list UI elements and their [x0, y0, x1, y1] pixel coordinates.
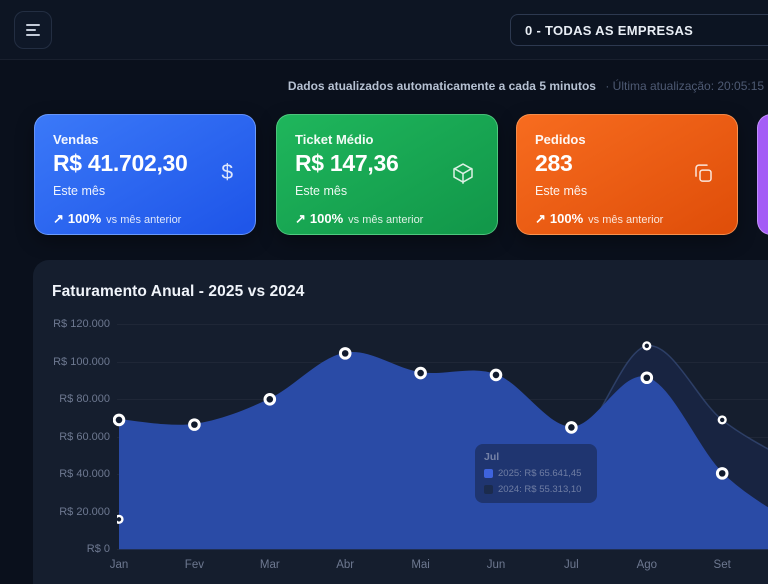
area-chart-plot[interactable] [113, 310, 768, 554]
card-trend: ↗ 100% vs mês anterior [295, 211, 479, 227]
tooltip-month: Jul [484, 451, 500, 463]
company-selector[interactable]: 0 - TODAS AS EMPRESAS [510, 14, 768, 46]
trend-label: vs mês anterior [588, 214, 664, 226]
card-value: R$ 41.702,30 [53, 150, 188, 176]
card-title: Pedidos [535, 132, 586, 147]
y-axis-tick-label: R$ 60.000 [59, 430, 110, 443]
y-axis-tick-label: R$ 100.000 [53, 355, 110, 368]
data-point-2025-Ago[interactable] [640, 371, 654, 385]
trend-percent: 100% [549, 211, 584, 226]
trend-label: vs mês anterior [106, 214, 182, 226]
card-period: Este mês [53, 184, 106, 198]
data-point-2024-Jan[interactable] [116, 514, 124, 524]
card-period: Este mês [535, 184, 588, 198]
trend-label: vs mês anterior [348, 214, 424, 226]
package-cube-icon [451, 161, 475, 185]
topbar: 0 - TODAS AS EMPRESAS [0, 0, 768, 60]
data-point-2025-Jan[interactable] [113, 413, 126, 427]
last-update-text: · Última atualização: 20:05:15 [605, 79, 765, 93]
sales-card[interactable]: Vendas R$ 41.702,30 Este mês ↗ 100% vs mês… [34, 114, 256, 235]
card-title: Ticket Médio [295, 132, 374, 147]
trend-percent: 100% [67, 211, 102, 226]
y-axis-tick-label: R$ 40.000 [59, 468, 110, 481]
card-trend: ↗ 100% vs mês anterior [535, 211, 719, 227]
tooltip-row-2024: 2024: R$ 55.313,10 [484, 484, 588, 495]
data-point-2024-Set[interactable] [717, 415, 727, 425]
tooltip-text-2024: 2024: R$ 55.313,10 [498, 484, 582, 495]
x-axis-label-set: Set [713, 559, 731, 571]
x-axis-label-fev: Fev [184, 559, 204, 571]
gridline [117, 324, 768, 326]
area-2025 [119, 352, 768, 550]
company-selector-value: 0 - TODAS AS EMPRESAS [525, 22, 694, 38]
tooltip-text-2025: 2025: R$ 65.641,45 [498, 468, 582, 479]
partial-metric-card[interactable] [757, 114, 768, 235]
data-point-2025-Abr[interactable] [338, 347, 352, 360]
trend-percent: 100% [309, 211, 344, 226]
trend-up-arrow-icon: ↗ [535, 211, 546, 226]
dollar-sign-icon: $ [221, 160, 233, 184]
tooltip-row-2025: 2025: R$ 65.641,45 [484, 468, 588, 479]
x-axis-label-jan: Jan [109, 559, 129, 571]
data-point-2025-Jul[interactable] [565, 421, 578, 434]
y-axis-tick-label: R$ 80.000 [59, 393, 110, 406]
card-title: Vendas [53, 132, 99, 147]
chart-title: Faturamento Anual - 2025 vs 2024 [52, 283, 305, 300]
card-value: 283 [535, 150, 573, 176]
data-point-2025-Mai[interactable] [414, 366, 427, 380]
data-point-2025-Fev[interactable] [188, 418, 201, 431]
x-axis-label-ago: Ago [636, 559, 658, 571]
dots-2024 [116, 341, 727, 524]
y-axis-tick-label: R$ 20.000 [59, 505, 110, 518]
x-axis-label-jun: Jun [486, 559, 506, 571]
chart-tooltip: Jul 2025: R$ 65.641,45 2024: R$ 55.313,1… [475, 444, 597, 503]
line-2025 [118, 352, 768, 510]
average-ticket-card[interactable]: Ticket Médio R$ 147,36 Este mês ↗ 100% vs … [276, 114, 498, 235]
x-axis-label-jul: Jul [564, 559, 579, 571]
orders-card[interactable]: Pedidos 283 Este mês ↗ 100% vs mês anterio… [516, 114, 738, 235]
tooltip-swatch-2025 [484, 469, 493, 478]
data-point-2025-Mar[interactable] [263, 393, 277, 406]
data-point-2025-Jun[interactable] [489, 368, 503, 382]
y-axis-tick-label: R$ 120.000 [53, 318, 110, 331]
status-bar: Dados atualizados automaticamente a cada… [288, 79, 764, 93]
card-trend: ↗ 100% vs mês anterior [53, 211, 237, 227]
x-axis-label-mai: Mai [411, 559, 430, 571]
auto-update-text: Dados atualizados automaticamente a cada… [287, 79, 596, 93]
data-point-2024-Ago[interactable] [642, 341, 652, 351]
trend-up-arrow-icon: ↗ [53, 211, 64, 226]
trend-up-arrow-icon: ↗ [295, 211, 306, 226]
x-axis-label-abr: Abr [336, 559, 355, 571]
card-value: R$ 147,36 [295, 150, 399, 176]
hamburger-icon [26, 24, 40, 36]
menu-button[interactable] [14, 11, 52, 49]
orders-copies-icon [691, 161, 715, 185]
y-axis-tick-label: R$ 0 [86, 543, 110, 556]
data-point-2025-Set[interactable] [715, 467, 729, 480]
dots-2025 [113, 347, 729, 480]
card-period: Este mês [295, 184, 348, 198]
gridline [117, 361, 768, 363]
x-axis-label-mar: Mar [259, 559, 280, 571]
gridline [117, 549, 768, 551]
tooltip-swatch-2024 [484, 485, 493, 494]
